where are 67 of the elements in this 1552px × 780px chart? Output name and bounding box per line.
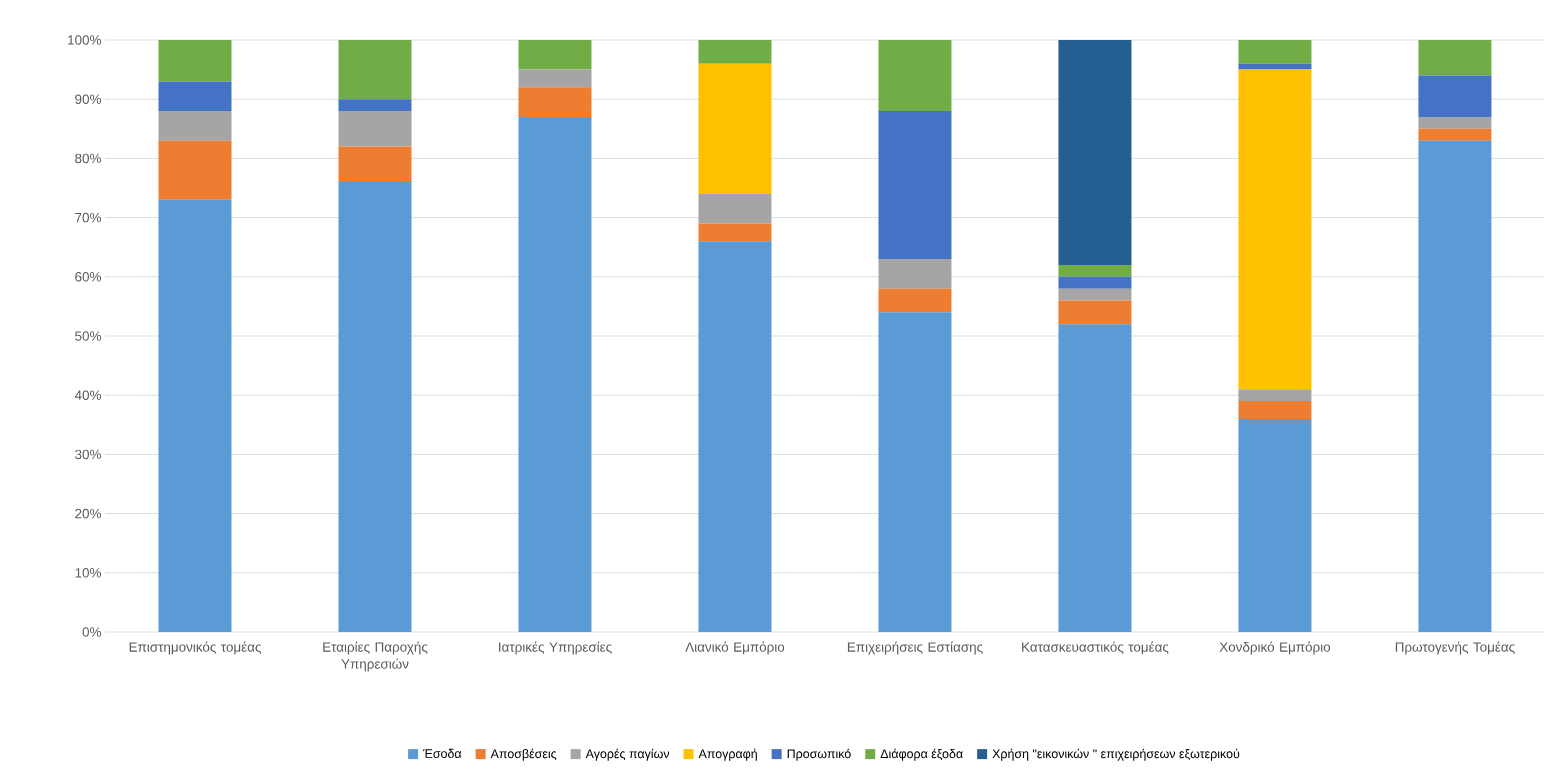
bar (698, 223, 772, 242)
legend-label: Χρήση "εικονικών " επιχειρήσεων εξωτερικού (992, 748, 1240, 761)
bar (698, 63, 772, 194)
bar (338, 99, 412, 112)
x-tick-label: Επιχειρήσεις Εστίασης (847, 641, 983, 655)
y-tick-label: 40% (74, 390, 101, 400)
bar (1418, 116, 1492, 129)
legend-label: Αποσβέσεις (490, 748, 557, 761)
bar (878, 111, 952, 260)
bar (1418, 140, 1492, 632)
bar (338, 182, 412, 632)
bar (1418, 128, 1492, 141)
bar (1058, 264, 1132, 277)
bar (1058, 288, 1132, 301)
bar (158, 199, 232, 632)
y-tick-label: 70% (75, 212, 101, 223)
legend-label: Διάφορα έξοδα (880, 748, 963, 761)
bar (158, 81, 232, 112)
bar (878, 288, 952, 313)
bar (518, 39, 592, 70)
bar (518, 69, 592, 88)
bar (1238, 39, 1312, 64)
y-tick-label: 80% (75, 153, 101, 164)
bar (158, 39, 232, 82)
legend-label: Απογραφή (698, 748, 757, 761)
bar (1058, 276, 1132, 289)
bar (698, 39, 772, 64)
legend-label: Αγορές παγίων (585, 748, 670, 761)
x-tick-label: Πρωτογενής Τομέας (1395, 641, 1515, 655)
bar (518, 87, 592, 117)
y-tick-label: 10% (75, 568, 101, 578)
y-tick-label: 30% (75, 449, 101, 460)
bar (158, 140, 232, 200)
bar (1238, 389, 1312, 402)
y-tick-label: 100% (68, 35, 101, 45)
bar (1238, 69, 1312, 390)
bar (698, 193, 772, 224)
y-tick-label: 0% (82, 627, 101, 637)
legend-label: Έσοδα (423, 748, 462, 758)
y-tick-label: 90% (75, 94, 101, 104)
x-tick-label: Εταιρίες Παροχής Υπηρεσιών (323, 641, 428, 672)
x-tick-label: Κατασκευαστικός τομέας (1022, 641, 1169, 655)
bar (338, 39, 412, 100)
bar (878, 312, 952, 632)
bar (1238, 63, 1312, 70)
bar (1418, 75, 1492, 117)
legend-label: Προσωπικό (787, 748, 851, 761)
bar (1238, 401, 1312, 419)
bar (158, 111, 232, 141)
bar (1058, 39, 1132, 265)
bar (1058, 324, 1132, 632)
bar (1238, 418, 1312, 632)
x-tick-label: Επιστημονικός τομέας (129, 641, 261, 655)
y-tick-label: 20% (75, 508, 101, 519)
bar (1418, 39, 1492, 76)
bar (518, 116, 592, 632)
bar (878, 259, 952, 289)
bar (1058, 300, 1132, 325)
bar (698, 241, 772, 632)
x-tick-label: Ιατρικές Υπηρεσίες (499, 641, 612, 655)
y-tick-label: 60% (75, 272, 101, 282)
bar (878, 39, 952, 112)
bar (338, 111, 412, 147)
bar (338, 146, 412, 183)
y-tick-label: 50% (75, 331, 101, 341)
x-tick-label: Χονδρικό Εμπόριο (1219, 641, 1331, 655)
x-tick-label: Λιανικό Εμπόριο (685, 641, 785, 655)
